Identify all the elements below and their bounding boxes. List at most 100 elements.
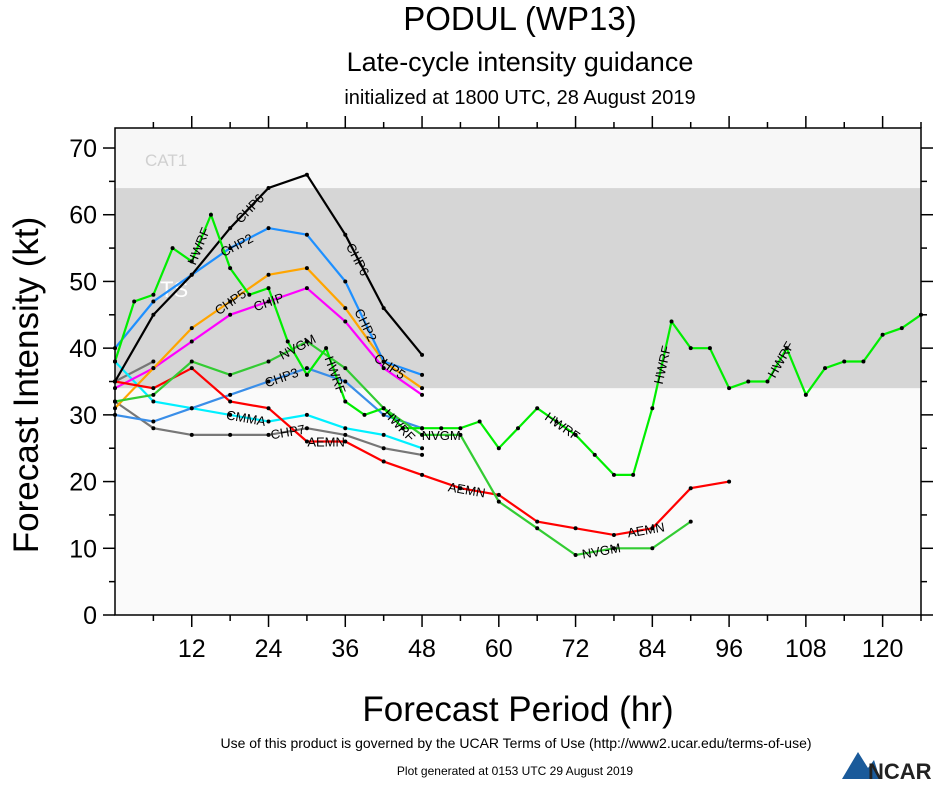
data-point [228,266,233,271]
data-point [266,379,271,384]
band-label: CAT1 [145,151,187,170]
series-label: CMMA [225,407,267,429]
data-point [420,386,425,391]
data-point [727,386,732,391]
data-point [304,286,309,291]
data-point [266,419,271,424]
data-point [304,372,309,377]
data-point [228,312,233,317]
data-point [228,392,233,397]
data-point [189,272,194,277]
data-point [228,246,233,251]
data-point [381,366,386,371]
data-point [208,212,213,217]
data-point [420,432,425,437]
data-point [343,432,348,437]
series-label: AEMN [626,519,666,540]
y-tick-label: 10 [69,535,97,563]
data-point [266,226,271,231]
y-tick-label: 20 [69,469,97,497]
data-point [266,272,271,277]
plot-frame [114,127,922,616]
x-tick-label: 84 [638,635,666,663]
series-line [114,340,692,557]
x-tick-label: 96 [715,635,743,663]
data-point [228,299,233,304]
data-point [228,226,233,231]
data-point [151,366,156,371]
data-point [304,232,309,237]
data-point [189,366,194,371]
x-tick-label: 60 [485,635,513,663]
x-tick-label: 108 [785,635,827,663]
y-tick-label: 70 [69,135,97,163]
data-point [343,366,348,371]
data-point [381,459,386,464]
data-point [151,312,156,317]
data-point [304,439,309,444]
data-point [189,259,194,264]
y-tick-label: 50 [69,268,97,296]
y-axis-label: Forecast Intensity (kt) [7,217,46,553]
ncar-logo-icon [842,752,880,779]
data-point [650,406,655,411]
data-point [189,339,194,344]
data-point [285,339,290,344]
data-point [496,499,501,504]
data-point [516,426,520,431]
data-point [381,412,386,417]
data-point [420,392,425,397]
data-point [228,399,233,404]
data-point [688,519,693,524]
y-tick-label: 30 [69,402,97,430]
intensity-band [115,128,921,189]
data-point [304,426,309,431]
data-point [688,486,693,491]
chart-init-time: initialized at 1800 UTC, 28 August 2019 [344,87,695,109]
data-point [611,472,616,477]
data-point [189,406,194,411]
chart-subtitle: Late-cycle intensity guidance [347,47,694,77]
data-point [554,419,559,424]
data-point [611,546,616,551]
data-point [535,526,540,531]
data-point [304,412,309,417]
data-point [803,392,808,397]
data-point [151,399,156,404]
data-point [381,446,386,451]
y-tick-label: 0 [83,602,97,630]
data-point [189,326,194,331]
ncar-logo: NCAR [842,752,932,784]
y-tick-label: 40 [69,335,97,363]
data-point [458,486,463,491]
data-point [189,432,194,437]
data-point [746,379,751,384]
data-point [266,406,271,411]
chart-title: PODUL (WP13) [403,0,636,37]
data-point [458,432,463,437]
data-point [132,299,137,304]
data-point [343,439,348,444]
x-tick-label: 12 [178,635,206,663]
data-point [362,412,367,417]
data-point [688,346,693,351]
data-point [535,519,540,524]
data-point [343,379,348,384]
data-point [573,432,578,437]
data-point [496,446,501,451]
data-point [189,359,194,364]
data-point [765,379,770,384]
data-point [420,472,425,477]
data-point [631,472,636,477]
data-point [343,306,348,311]
data-point [266,286,271,291]
data-point [842,359,847,364]
data-point [592,452,597,457]
data-point [899,326,904,331]
data-point [611,532,616,537]
x-tick-label: 24 [255,635,283,663]
data-point [420,452,425,457]
data-point [151,419,156,424]
